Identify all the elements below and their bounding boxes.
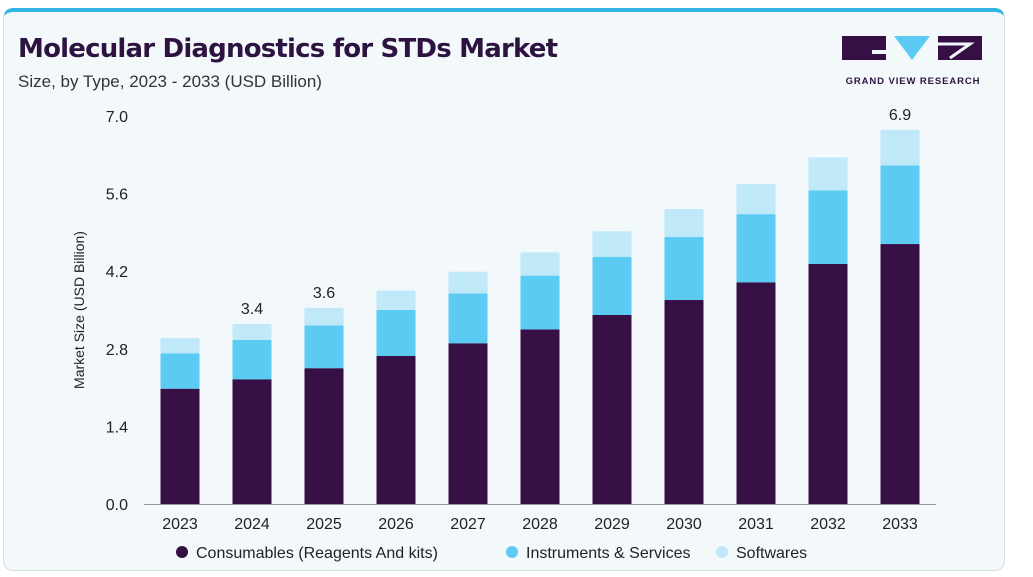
y-axis-title: Market Size (USD Billion)	[71, 231, 87, 389]
legend-marker	[506, 546, 518, 558]
bar-segment	[520, 329, 560, 504]
bar-segment	[160, 388, 200, 504]
bar-segment	[448, 343, 488, 504]
legend-marker	[176, 546, 188, 558]
bar-segment	[880, 165, 920, 245]
legend-label: Instruments & Services	[526, 545, 691, 562]
chart-card: Molecular Diagnostics for STDs Market Si…	[3, 8, 1005, 571]
x-tick-label: 2025	[306, 516, 342, 533]
x-tick-label: 2029	[594, 516, 630, 533]
bar-segment	[808, 190, 848, 264]
y-tick-label: 7.0	[106, 109, 128, 126]
bar-segment	[592, 256, 632, 315]
bar-segment	[592, 231, 632, 257]
bar-segment	[664, 236, 704, 301]
y-tick-label: 5.6	[106, 187, 128, 204]
x-tick-label: 2033	[882, 516, 918, 533]
x-tick-label: 2028	[522, 516, 558, 533]
bar-segment	[880, 129, 920, 166]
bar-segment	[880, 244, 920, 505]
y-tick-label: 2.8	[106, 342, 128, 359]
bar-total-label: 3.6	[313, 285, 335, 302]
bar-segment	[376, 356, 416, 504]
bar-segment	[376, 310, 416, 357]
bar-segment	[520, 252, 560, 276]
x-tick-label: 2026	[378, 516, 414, 533]
gvr-logo-mark-icon	[842, 36, 982, 60]
bar-segment	[304, 368, 344, 504]
bar-segment	[232, 323, 272, 340]
bar-segment	[304, 307, 344, 326]
bar-segment	[448, 293, 488, 344]
bar-segment	[304, 325, 344, 369]
grand-view-research-logo: GRAND VIEW RESEARCH	[842, 36, 992, 88]
bar-segment	[160, 338, 200, 354]
bar-segment	[160, 353, 200, 389]
x-tick-label: 2032	[810, 516, 846, 533]
bar-segment	[232, 379, 272, 504]
bar-segment	[376, 290, 416, 310]
y-tick-label: 0.0	[106, 497, 128, 514]
y-tick-label: 4.2	[106, 264, 128, 281]
chart-subtitle: Size, by Type, 2023 - 2033 (USD Billion)	[18, 72, 322, 91]
bar-segment	[808, 263, 848, 504]
bar-segment	[520, 275, 560, 330]
bar-segment	[736, 282, 776, 504]
bar-total-label: 6.9	[889, 107, 911, 124]
x-tick-label: 2031	[738, 516, 774, 533]
bar-segment	[232, 339, 272, 380]
bar-segment	[664, 300, 704, 504]
bar-segment	[448, 271, 488, 294]
legend-label: Softwares	[736, 545, 807, 562]
chart-title: Molecular Diagnostics for STDs Market	[18, 34, 558, 64]
x-tick-label: 2024	[234, 516, 270, 533]
y-tick-label: 1.4	[106, 419, 128, 436]
legend-marker	[716, 546, 728, 558]
bar-segment	[736, 184, 776, 215]
bar-segment	[808, 157, 848, 191]
stacked-bar-chart: 0.0 1.4 2.8 4.2 5.6 7.0 Market Size (USD Billi…	[71, 107, 936, 562]
bar-segment	[592, 314, 632, 504]
bar-segment	[664, 209, 704, 237]
bar-segment	[736, 214, 776, 283]
bar-total-label: 3.4	[241, 301, 263, 318]
legend-label: Consumables (Reagents And kits)	[196, 545, 438, 562]
x-tick-label: 2023	[162, 516, 198, 533]
x-tick-label: 2027	[450, 516, 486, 533]
x-tick-label: 2030	[666, 516, 702, 533]
logo-text: GRAND VIEW RESEARCH	[845, 76, 981, 87]
